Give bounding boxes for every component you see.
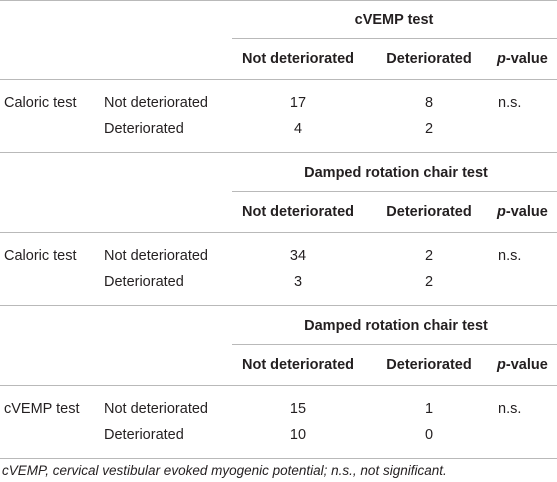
- section-1-col-deteriorated: Deteriorated: [386, 51, 472, 67]
- section-3-row-2-v1: 10: [289, 427, 307, 443]
- section-2-col-p-value: p-value: [497, 204, 548, 220]
- rule-top: [0, 0, 557, 1]
- section-3-row-2-v2: 0: [424, 427, 434, 443]
- section-3-test-header: Damped rotation chair test: [304, 318, 488, 334]
- rule: [232, 191, 557, 192]
- rule: [0, 232, 557, 233]
- section-3-row-group: cVEMP test: [4, 401, 80, 417]
- section-1-row-1-v2: 8: [424, 95, 434, 111]
- rule: [0, 79, 557, 80]
- section-3-row-1-label: Not deteriorated: [104, 401, 208, 417]
- section-1-row-group: Caloric test: [4, 95, 77, 111]
- section-2-row-2-v2: 2: [424, 274, 434, 290]
- section-3-row-2-label: Deteriorated: [104, 427, 184, 443]
- section-3-col-deteriorated: Deteriorated: [386, 357, 472, 373]
- section-3-col-p-value: p-value: [497, 357, 548, 373]
- section-2-row-2-v1: 3: [293, 274, 303, 290]
- section-3-row-1-v2: 1: [424, 401, 434, 417]
- section-3-col-not-deteriorated: Not deteriorated: [242, 357, 354, 373]
- rule: [232, 344, 557, 345]
- section-3-row-1-v1: 15: [289, 401, 307, 417]
- rule: [0, 305, 557, 306]
- rule-bottom: [0, 458, 557, 459]
- section-2-row-1-v2: 2: [424, 248, 434, 264]
- section-1-row-2-v2: 2: [424, 121, 434, 137]
- section-1-row-2-label: Deteriorated: [104, 121, 184, 137]
- table-footnote: cVEMP, cervical vestibular evoked myogen…: [2, 463, 447, 478]
- section-2-test-header: Damped rotation chair test: [304, 165, 488, 181]
- section-2-row-2-label: Deteriorated: [104, 274, 184, 290]
- section-2-row-1-label: Not deteriorated: [104, 248, 208, 264]
- section-2-col-not-deteriorated: Not deteriorated: [242, 204, 354, 220]
- section-2-row-1-v1: 34: [289, 248, 307, 264]
- section-1-row-1-v1: 17: [289, 95, 307, 111]
- section-2-col-deteriorated: Deteriorated: [386, 204, 472, 220]
- section-1-row-1-p: n.s.: [498, 95, 522, 111]
- section-1-test-header: cVEMP test: [354, 12, 434, 28]
- section-2-row-group: Caloric test: [4, 248, 77, 264]
- rule: [232, 38, 557, 39]
- section-2-row-1-p: n.s.: [498, 248, 522, 264]
- section-1-row-1-label: Not deteriorated: [104, 95, 208, 111]
- section-1-col-not-deteriorated: Not deteriorated: [242, 51, 354, 67]
- rule: [0, 152, 557, 153]
- section-3-row-1-p: n.s.: [498, 401, 522, 417]
- section-1-col-p-value: p-value: [497, 51, 548, 67]
- rule: [0, 385, 557, 386]
- section-1-row-2-v1: 4: [293, 121, 303, 137]
